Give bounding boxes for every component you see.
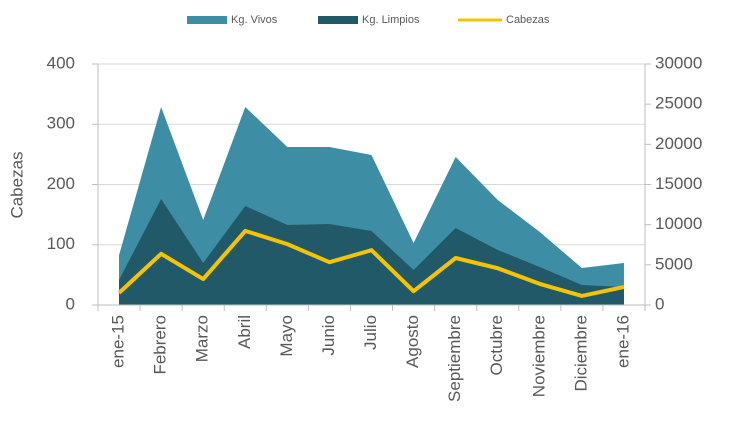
x-tick-label: Diciembre [571, 315, 590, 392]
x-tick-label: Septiembre [445, 315, 464, 402]
line [117, 228, 625, 298]
x-tick-label: Marzo [193, 315, 212, 362]
y2-tick-label: 30000 [655, 53, 702, 72]
y2-tick-label: 25000 [655, 94, 702, 113]
x-tick-label: Octubre [487, 315, 506, 375]
y2-tick-label: 10000 [655, 214, 702, 233]
x-tick-label: Julio [361, 315, 380, 350]
x-tick-label: Mayo [277, 315, 296, 357]
y-tick-label: 0 [66, 294, 75, 313]
y-axis-label: Cabezas [7, 151, 26, 218]
x-tick-label: Junio [319, 315, 338, 356]
y2-tick-label: 5000 [655, 254, 693, 273]
x-tick-label: Febrero [151, 315, 170, 375]
x-tick-label: Agosto [403, 315, 422, 368]
x-tick-label: ene-16 [613, 315, 632, 368]
y2-tick-label: 20000 [655, 134, 702, 153]
y-tick-label: 200 [47, 174, 75, 193]
y2-tick-label: 0 [655, 294, 664, 313]
legend-label: Cabezas [506, 14, 550, 26]
y2-tick-label: 15000 [655, 174, 702, 193]
x-tick-label: Abril [235, 315, 254, 349]
legend-label: Kg. Vivos [231, 14, 278, 26]
legend-swatch [187, 16, 227, 24]
y-tick-label: 400 [47, 53, 75, 72]
x-tick-label: ene-15 [109, 315, 128, 368]
y-tick-label: 100 [47, 234, 75, 253]
y-tick-label: 300 [47, 114, 75, 133]
legend-label: Kg. Limpios [362, 14, 420, 26]
x-tick-label: Noviembre [529, 315, 548, 397]
legend-swatch [318, 16, 358, 24]
